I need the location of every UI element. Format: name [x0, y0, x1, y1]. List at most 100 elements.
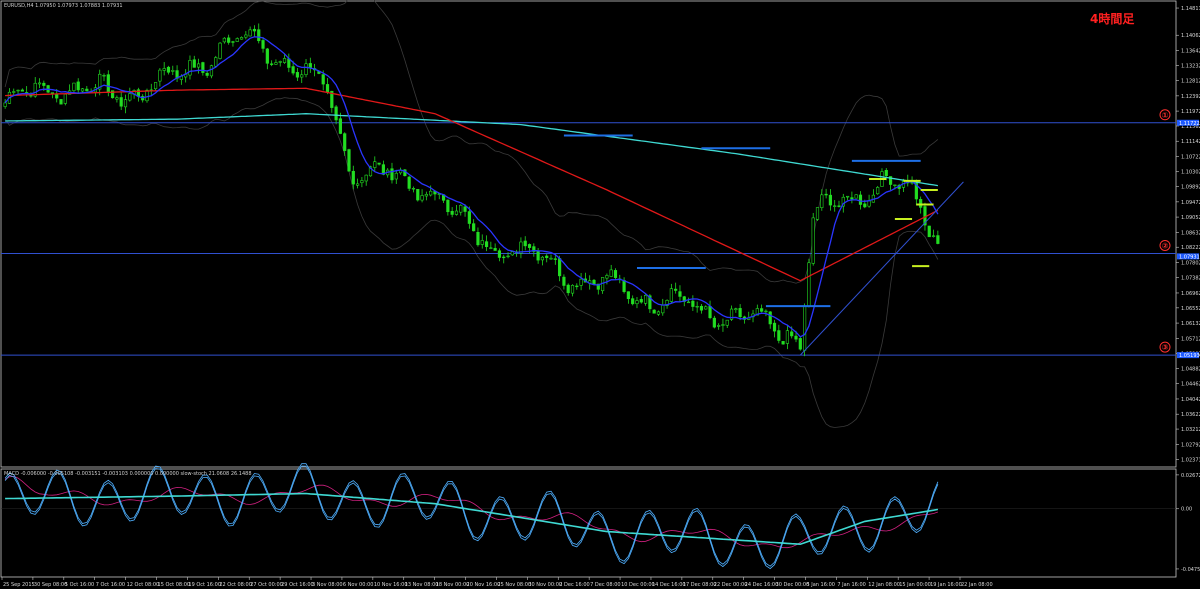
- candle: [798, 336, 802, 351]
- price-tick-label: 1.12812: [1181, 79, 1200, 85]
- candle: [330, 90, 334, 113]
- candle-body: [270, 63, 274, 65]
- candle-body: [282, 58, 287, 63]
- candle-body: [828, 194, 832, 206]
- candle: [257, 23, 261, 44]
- time-tick-label: 5 Oct 16:00: [65, 582, 94, 588]
- candle: [235, 37, 239, 43]
- candle-body: [841, 196, 845, 207]
- level-marker-circle: [1159, 239, 1171, 251]
- candle-body: [914, 183, 918, 200]
- candle-body: [416, 189, 420, 201]
- candle: [738, 304, 742, 321]
- time-tick-label: 22 Oct 08:00: [219, 582, 252, 588]
- candle-body: [55, 94, 59, 99]
- candle-body: [72, 82, 76, 92]
- time-tick-label: 27 Oct 00:00: [250, 582, 283, 588]
- candle-body: [321, 74, 325, 85]
- drawings: [563, 134, 964, 356]
- candle-body: [760, 308, 764, 312]
- candle-body: [201, 62, 205, 73]
- candle: [356, 178, 360, 189]
- slow-ma-line: [5, 113, 939, 187]
- price-tick-label: 1.13642: [1181, 48, 1200, 54]
- price-tick-label: 1.04042: [1181, 397, 1200, 403]
- price-tick-label: 1.03622: [1181, 412, 1200, 418]
- candle-body: [360, 180, 364, 184]
- candle: [55, 89, 59, 103]
- candle-body: [678, 291, 682, 297]
- price-tick-label: 1.06132: [1181, 321, 1200, 327]
- candle: [12, 88, 16, 95]
- time-tick-label: 12 Oct 08:00: [127, 582, 160, 588]
- candle-body: [484, 241, 489, 248]
- candle-body: [884, 169, 888, 177]
- candle-body: [265, 48, 269, 64]
- candle: [850, 191, 854, 204]
- candle: [171, 65, 175, 76]
- candle-body: [394, 172, 398, 180]
- candle-body: [532, 246, 536, 252]
- candle: [768, 311, 772, 329]
- candle-body: [106, 74, 110, 92]
- time-tick-label: 15 Oct 08:00: [158, 582, 191, 588]
- time-tick-label: 24 Dec 16:00: [745, 582, 779, 588]
- candle-body: [123, 99, 128, 108]
- candle-body: [33, 82, 37, 97]
- candle-body: [502, 256, 506, 259]
- macd-tick-label: 0.026723: [1181, 473, 1200, 479]
- candle-body: [205, 72, 209, 76]
- candle-body: [356, 183, 360, 186]
- candle-body: [128, 93, 132, 101]
- candle-body: [407, 176, 411, 189]
- time-tick-label: 30 Dec 00:00: [776, 582, 810, 588]
- candle-body: [519, 241, 523, 254]
- candle-body: [218, 42, 222, 59]
- candle-body: [648, 295, 652, 310]
- candle-body: [192, 59, 196, 68]
- candle: [214, 55, 218, 68]
- candle-body: [579, 278, 583, 286]
- candle: [407, 175, 411, 192]
- time-tick-label: 10 Dec 00:00: [621, 582, 655, 588]
- macd-pane[interactable]: 0.026723 0.00 -0.047501 MACD -0.006000 -0.…: [0, 463, 1200, 578]
- price-tick-label: 1.08632: [1181, 230, 1200, 236]
- candle-body: [523, 240, 527, 247]
- candle-body: [858, 194, 863, 205]
- price-tick-label: 1.09052: [1181, 215, 1200, 221]
- candle-body: [553, 258, 557, 260]
- candle: [252, 25, 257, 37]
- candle-body: [334, 106, 338, 121]
- candle: [304, 59, 308, 78]
- candle: [300, 69, 304, 84]
- candle-body: [325, 84, 330, 93]
- price-tag-box: [1177, 119, 1199, 126]
- candle-body: [231, 41, 235, 43]
- candle-body: [785, 330, 790, 344]
- candle: [424, 191, 428, 201]
- candle-body: [635, 300, 639, 305]
- candle: [261, 37, 265, 53]
- candle: [360, 177, 364, 188]
- candle: [188, 55, 192, 80]
- candle: [712, 315, 716, 329]
- candle-body: [708, 305, 712, 319]
- candle-body: [764, 310, 768, 313]
- time-tick-label: 25 Nov 08:00: [497, 582, 531, 588]
- candle: [450, 207, 454, 218]
- candle: [123, 94, 128, 114]
- candle-body: [622, 280, 626, 292]
- candle: [80, 88, 85, 93]
- time-tick-label: 14 Dec 16:00: [652, 582, 686, 588]
- candle-body: [652, 309, 656, 314]
- price-pane[interactable]: 1.14811 1.14062 1.13642 1.13232 1.12812 1.123…: [0, 0, 1200, 468]
- candle: [364, 174, 368, 186]
- candle-body: [171, 70, 175, 72]
- time-tick-label: 7 Jan 16:00: [837, 582, 865, 588]
- candle-body: [686, 301, 691, 304]
- time-tick-label: 17 Dec 08:00: [683, 582, 717, 588]
- candle: [931, 229, 936, 238]
- candle-body: [665, 300, 669, 306]
- candle-body: [794, 335, 798, 340]
- candle-body: [833, 205, 837, 207]
